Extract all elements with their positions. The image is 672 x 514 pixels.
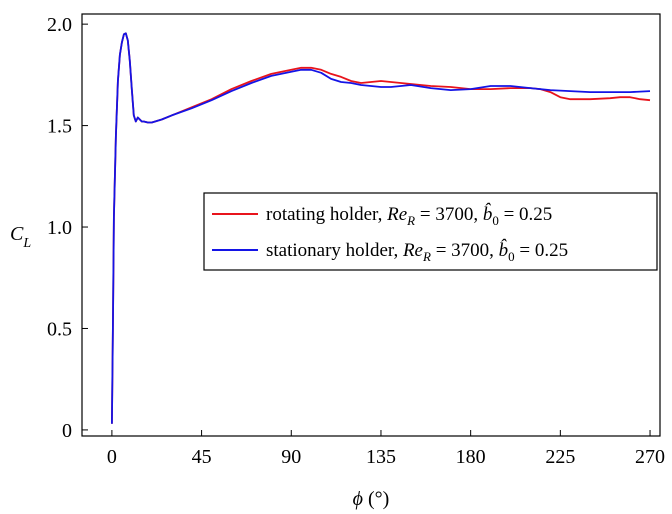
series-layer bbox=[111, 32, 651, 424]
legend-label-rotating: rotating holder, ReR = 3700, b̂0 = 0.25 bbox=[266, 203, 552, 228]
legend: rotating holder, ReR = 3700, b̂0 = 0.25 … bbox=[203, 192, 658, 271]
x-tick-label: 225 bbox=[545, 446, 575, 468]
y-tick-label: 0 bbox=[62, 420, 72, 442]
x-tick-label: 45 bbox=[192, 446, 212, 468]
x-axis-label: ϕ (°) bbox=[353, 488, 390, 510]
y-tick-label: 1.0 bbox=[47, 217, 72, 239]
y-axis-label-main: C bbox=[10, 223, 24, 245]
y-tick-label: 2.0 bbox=[47, 14, 72, 36]
x-tick-label: 270 bbox=[635, 446, 665, 468]
series-line-stationary bbox=[111, 32, 651, 424]
x-tick-label: 135 bbox=[366, 446, 396, 468]
ticks-layer: 0 45 90 135 180 225 270 0 0.5 1.0 1.5 2.0 bbox=[47, 14, 665, 468]
x-axis-label-unit: (°) bbox=[363, 488, 389, 510]
y-tick-label: 1.5 bbox=[47, 116, 72, 138]
x-tick-label: 0 bbox=[107, 446, 117, 468]
x-tick-label: 180 bbox=[456, 446, 486, 468]
y-axis-label: CL bbox=[10, 223, 31, 251]
y-axis-label-sub: L bbox=[22, 236, 31, 251]
plot-frame bbox=[81, 13, 661, 437]
y-tick-label: 0.5 bbox=[47, 318, 72, 340]
legend-label-stationary: stationary holder, ReR = 3700, b̂0 = 0.2… bbox=[266, 239, 568, 264]
x-axis-label-symbol: ϕ bbox=[353, 488, 363, 510]
legend-frame bbox=[203, 192, 658, 271]
x-tick-label: 90 bbox=[281, 446, 301, 468]
